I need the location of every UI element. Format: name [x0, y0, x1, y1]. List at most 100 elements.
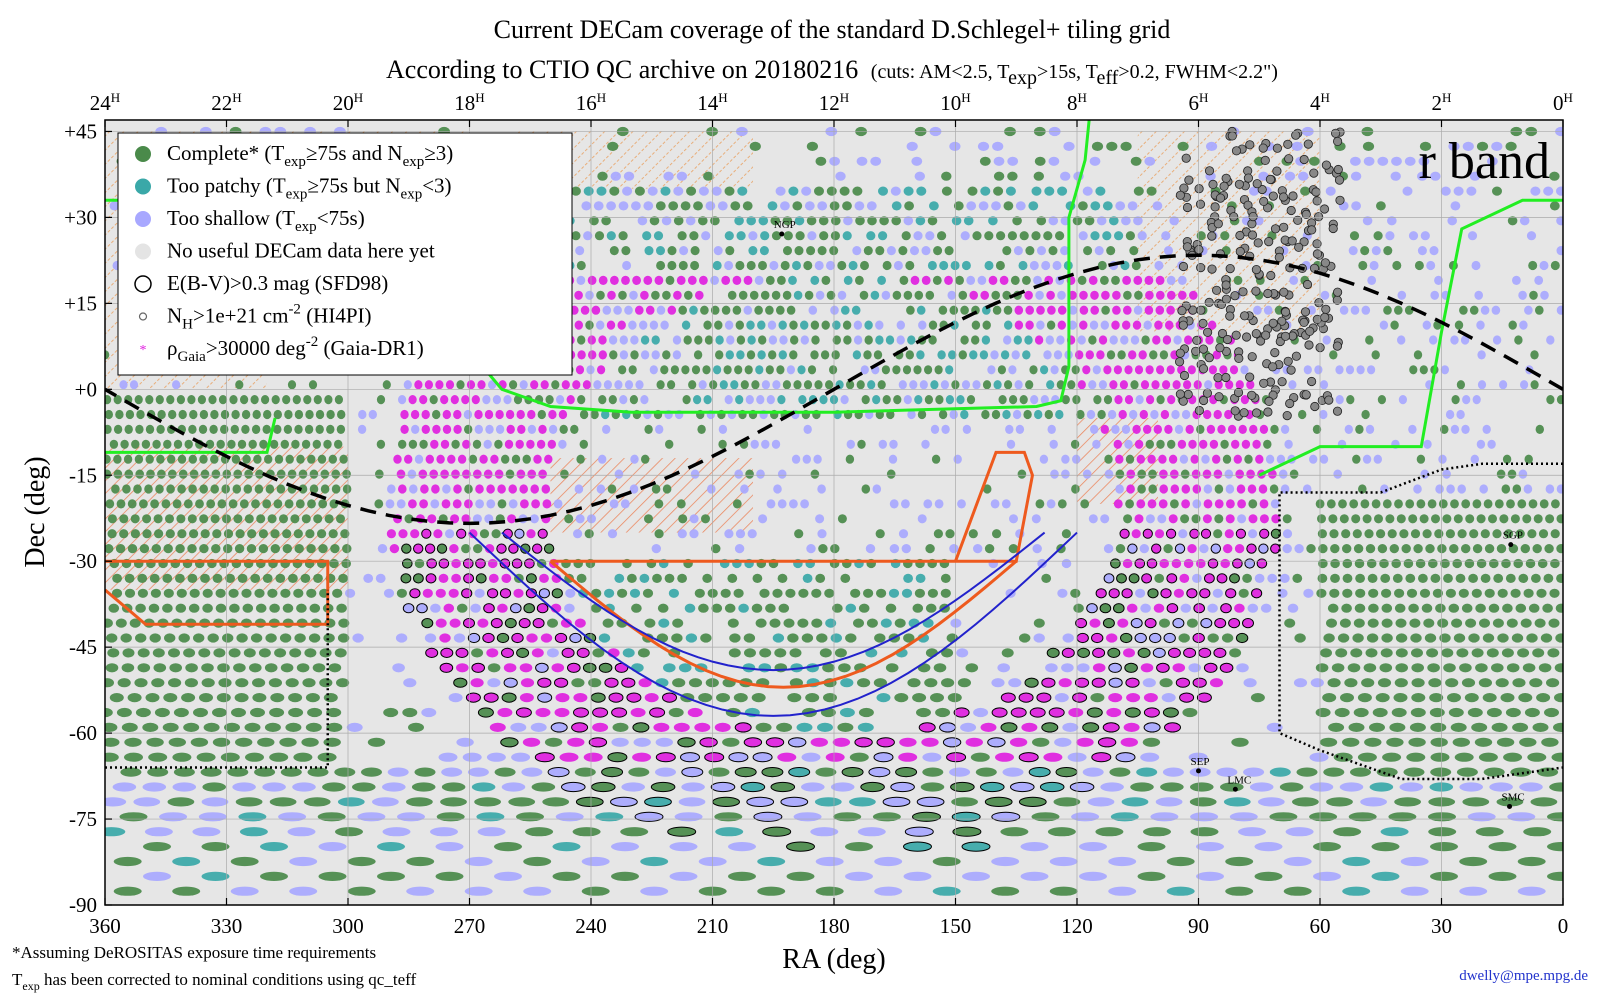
coverage-tile — [1151, 380, 1160, 390]
coverage-tile — [721, 305, 731, 315]
coverage-tile — [382, 380, 391, 390]
coverage-tile — [1381, 603, 1393, 613]
coverage-tile — [396, 469, 406, 479]
point-marker-sgp — [1508, 542, 1514, 548]
coverage-tile — [1423, 618, 1435, 628]
ebv-tile-outline — [1225, 588, 1237, 599]
coverage-tile — [396, 499, 406, 509]
coverage-tile — [414, 558, 425, 569]
ebv-tile-outline — [1163, 632, 1176, 644]
coverage-tile — [581, 856, 610, 867]
coverage-tile — [1013, 246, 1023, 256]
top-tick-label: 24H — [90, 90, 120, 115]
coverage-tile — [678, 305, 687, 315]
coverage-tile — [105, 797, 127, 807]
coverage-tile — [1168, 648, 1181, 658]
coverage-tile — [1459, 663, 1472, 673]
coverage-tile — [395, 633, 408, 643]
coverage-tile — [587, 335, 596, 345]
coverage-tile — [929, 201, 939, 211]
coverage-tile — [1247, 484, 1257, 494]
coverage-tile — [1280, 424, 1290, 434]
coverage-tile — [250, 573, 261, 584]
coverage-tile — [1166, 886, 1195, 896]
nh-tile — [1299, 317, 1309, 327]
coverage-tile — [326, 707, 342, 718]
coverage-tile — [124, 737, 142, 747]
cuts-sub2: eff — [1097, 67, 1119, 89]
coverage-tile — [441, 782, 466, 792]
coverage-tile — [1418, 573, 1428, 584]
coverage-tile — [961, 380, 971, 390]
coverage-tile — [1352, 454, 1361, 464]
ebv-tile-outline — [538, 588, 551, 599]
coverage-tile — [1057, 499, 1067, 509]
coverage-tile — [640, 886, 669, 896]
legend-label-ebv: E(B-V)>0.3 mag (SFD98) — [167, 271, 388, 295]
coverage-tile — [508, 544, 519, 554]
coverage-tile — [932, 275, 942, 285]
coverage-tile — [185, 663, 198, 673]
coverage-tile — [411, 782, 436, 792]
coverage-tile — [1032, 544, 1042, 554]
coverage-tile — [1510, 588, 1521, 598]
coverage-tile — [210, 484, 219, 494]
coverage-tile — [1040, 365, 1049, 375]
author-email[interactable]: dwelly@mpe.mpg.de — [1459, 968, 1588, 984]
coverage-tile — [1088, 514, 1098, 524]
coverage-tile — [169, 663, 182, 673]
coverage-tile — [629, 395, 639, 405]
coverage-tile — [982, 320, 991, 330]
coverage-tile — [1556, 186, 1563, 196]
coverage-tile — [655, 201, 666, 211]
coverage-tile — [783, 618, 795, 628]
coverage-tile — [1213, 529, 1223, 539]
coverage-tile — [874, 752, 893, 762]
coverage-tile — [445, 529, 455, 539]
coverage-tile — [1159, 618, 1170, 628]
coverage-tile — [736, 350, 745, 360]
nh-tile — [1335, 195, 1345, 205]
coverage-tile — [592, 722, 609, 733]
coverage-tile — [1507, 812, 1536, 822]
coverage-tile — [711, 544, 721, 554]
coverage-tile — [1395, 618, 1407, 628]
coverage-tile — [239, 827, 268, 837]
coverage-tile — [771, 439, 781, 449]
coverage-tile — [252, 678, 266, 688]
coverage-tile — [1079, 320, 1088, 330]
coverage-tile — [157, 469, 166, 479]
coverage-tile — [846, 380, 855, 390]
coverage-tile — [686, 186, 697, 196]
coverage-tile — [853, 335, 863, 345]
coverage-tile — [1528, 603, 1540, 613]
coverage-tile — [1355, 424, 1364, 434]
coverage-tile — [810, 469, 820, 479]
ebv-tile-outline — [532, 618, 545, 629]
coverage-tile — [1322, 335, 1331, 345]
coverage-tile — [1129, 573, 1139, 584]
coverage-tile — [960, 722, 977, 733]
top-axis-hour-ticks: 24H 22H 20H 18H 16H 14H 12H 10H 8H 6H 4H 2H 0H — [90, 90, 1573, 127]
coverage-tile — [1018, 633, 1031, 643]
footnote-2-prefix: T — [12, 970, 23, 989]
ebv-tile-outline — [465, 692, 481, 703]
nh-tile — [1314, 212, 1324, 222]
coverage-tile — [1484, 544, 1495, 554]
coverage-tile — [500, 588, 511, 598]
coverage-tile — [474, 588, 485, 598]
coverage-tile — [1154, 320, 1163, 330]
point-label-smc: SMC — [1502, 791, 1525, 803]
coverage-tile — [508, 484, 517, 494]
coverage-tile — [1181, 409, 1191, 420]
coverage-tile — [619, 350, 629, 360]
coverage-tile — [802, 454, 811, 464]
coverage-tile — [1025, 678, 1039, 688]
coverage-tile — [193, 707, 208, 718]
coverage-tile — [635, 305, 644, 315]
coverage-tile — [1409, 365, 1418, 375]
coverage-tile — [1062, 722, 1079, 733]
coverage-tile — [1513, 558, 1523, 569]
coverage-tile — [1523, 588, 1534, 598]
coverage-tile — [810, 320, 820, 330]
